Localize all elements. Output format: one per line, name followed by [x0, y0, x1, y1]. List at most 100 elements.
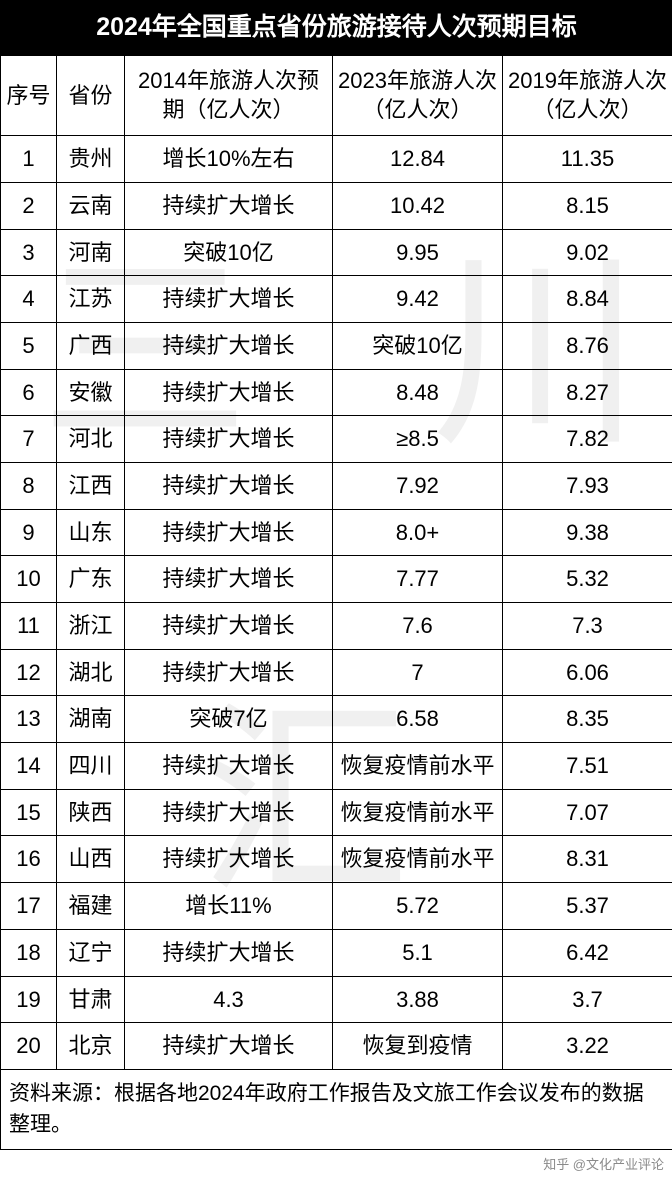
cell-idx: 1: [1, 136, 57, 183]
cell-c2014: 持续扩大增长: [125, 462, 333, 509]
cell-c2023: 恢复疫情前水平: [333, 789, 503, 836]
cell-c2014: 突破10亿: [125, 229, 333, 276]
table-row: 6安徽持续扩大增长8.488.27: [1, 369, 672, 416]
cell-idx: 13: [1, 696, 57, 743]
cell-c2019: 5.32: [503, 556, 672, 603]
cell-c2019: 7.07: [503, 789, 672, 836]
cell-idx: 3: [1, 229, 57, 276]
table-row: 2云南持续扩大增长10.428.15: [1, 182, 672, 229]
cell-c2023: 5.72: [333, 883, 503, 930]
cell-c2023: 5.1: [333, 929, 503, 976]
footnote-text: 资料来源：根据各地2024年政府工作报告及文旅工作会议发布的数据整理。: [1, 1069, 672, 1149]
cell-c2014: 持续扩大增长: [125, 182, 333, 229]
table-row: 4江苏持续扩大增长9.428.84: [1, 276, 672, 323]
cell-c2014: 持续扩大增长: [125, 556, 333, 603]
cell-c2019: 8.31: [503, 836, 672, 883]
cell-idx: 6: [1, 369, 57, 416]
cell-idx: 10: [1, 556, 57, 603]
cell-c2014: 持续扩大增长: [125, 416, 333, 463]
cell-province: 浙江: [57, 603, 125, 650]
cell-idx: 18: [1, 929, 57, 976]
cell-c2019: 3.22: [503, 1023, 672, 1070]
cell-idx: 14: [1, 743, 57, 790]
col-header-2023: 2023年旅游人次（亿人次）: [333, 55, 503, 135]
cell-province: 广东: [57, 556, 125, 603]
cell-c2023: 8.0+: [333, 509, 503, 556]
cell-province: 辽宁: [57, 929, 125, 976]
cell-idx: 19: [1, 976, 57, 1023]
cell-c2019: 8.84: [503, 276, 672, 323]
cell-province: 贵州: [57, 136, 125, 183]
cell-c2014: 增长11%: [125, 883, 333, 930]
table-row: 17福建增长11%5.725.37: [1, 883, 672, 930]
cell-c2019: 11.35: [503, 136, 672, 183]
cell-idx: 5: [1, 322, 57, 369]
cell-province: 云南: [57, 182, 125, 229]
cell-idx: 17: [1, 883, 57, 930]
cell-c2023: 6.58: [333, 696, 503, 743]
cell-province: 河南: [57, 229, 125, 276]
table-container: 三 川 汇 2024年全国重点省份旅游接待人次预期目标 序号 省份 2014年旅…: [0, 0, 672, 1181]
cell-c2023: 8.48: [333, 369, 503, 416]
cell-c2023: ≥8.5: [333, 416, 503, 463]
cell-c2019: 3.7: [503, 976, 672, 1023]
cell-c2014: 持续扩大增长: [125, 649, 333, 696]
table-row: 7河北持续扩大增长≥8.57.82: [1, 416, 672, 463]
cell-c2014: 持续扩大增长: [125, 276, 333, 323]
cell-c2019: 7.82: [503, 416, 672, 463]
cell-c2019: 8.76: [503, 322, 672, 369]
tourism-table: 2024年全国重点省份旅游接待人次预期目标 序号 省份 2014年旅游人次预期（…: [0, 0, 672, 1150]
table-row: 10广东持续扩大增长7.775.32: [1, 556, 672, 603]
cell-province: 江苏: [57, 276, 125, 323]
cell-idx: 2: [1, 182, 57, 229]
cell-province: 北京: [57, 1023, 125, 1070]
table-row: 14四川持续扩大增长恢复疫情前水平7.51: [1, 743, 672, 790]
cell-c2019: 9.38: [503, 509, 672, 556]
cell-province: 广西: [57, 322, 125, 369]
cell-c2023: 恢复疫情前水平: [333, 743, 503, 790]
cell-c2023: 9.42: [333, 276, 503, 323]
table-row: 9山东持续扩大增长8.0+9.38: [1, 509, 672, 556]
cell-c2019: 7.3: [503, 603, 672, 650]
table-row: 13湖南突破7亿6.588.35: [1, 696, 672, 743]
cell-province: 湖北: [57, 649, 125, 696]
title-row: 2024年全国重点省份旅游接待人次预期目标: [1, 1, 672, 56]
table-row: 8江西持续扩大增长7.927.93: [1, 462, 672, 509]
table-title: 2024年全国重点省份旅游接待人次预期目标: [1, 1, 672, 56]
col-header-index: 序号: [1, 55, 57, 135]
table-body: 1贵州增长10%左右12.8411.352云南持续扩大增长10.428.153河…: [1, 136, 672, 1070]
table-row: 16山西持续扩大增长恢复疫情前水平8.31: [1, 836, 672, 883]
cell-province: 山西: [57, 836, 125, 883]
cell-idx: 8: [1, 462, 57, 509]
cell-c2019: 7.93: [503, 462, 672, 509]
cell-c2023: 7.77: [333, 556, 503, 603]
cell-province: 甘肃: [57, 976, 125, 1023]
col-header-province: 省份: [57, 55, 125, 135]
cell-province: 河北: [57, 416, 125, 463]
cell-idx: 12: [1, 649, 57, 696]
cell-c2014: 持续扩大增长: [125, 322, 333, 369]
col-header-2019: 2019年旅游人次（亿人次）: [503, 55, 672, 135]
cell-c2014: 持续扩大增长: [125, 509, 333, 556]
cell-c2014: 4.3: [125, 976, 333, 1023]
cell-c2023: 7.92: [333, 462, 503, 509]
header-row: 序号 省份 2014年旅游人次预期（亿人次） 2023年旅游人次（亿人次） 20…: [1, 55, 672, 135]
table-row: 20北京持续扩大增长恢复到疫情3.22: [1, 1023, 672, 1070]
cell-idx: 20: [1, 1023, 57, 1070]
cell-c2023: 12.84: [333, 136, 503, 183]
cell-province: 山东: [57, 509, 125, 556]
attribution-text: 知乎 @文化产业评论: [0, 1150, 672, 1181]
cell-c2019: 7.51: [503, 743, 672, 790]
cell-c2019: 9.02: [503, 229, 672, 276]
cell-c2019: 5.37: [503, 883, 672, 930]
cell-c2023: 恢复疫情前水平: [333, 836, 503, 883]
table-row: 11浙江持续扩大增长7.67.3: [1, 603, 672, 650]
cell-c2019: 6.42: [503, 929, 672, 976]
cell-c2023: 突破10亿: [333, 322, 503, 369]
cell-c2014: 增长10%左右: [125, 136, 333, 183]
table-row: 12湖北持续扩大增长76.06: [1, 649, 672, 696]
table-row: 1贵州增长10%左右12.8411.35: [1, 136, 672, 183]
cell-province: 福建: [57, 883, 125, 930]
cell-c2023: 恢复到疫情: [333, 1023, 503, 1070]
cell-c2014: 持续扩大增长: [125, 789, 333, 836]
